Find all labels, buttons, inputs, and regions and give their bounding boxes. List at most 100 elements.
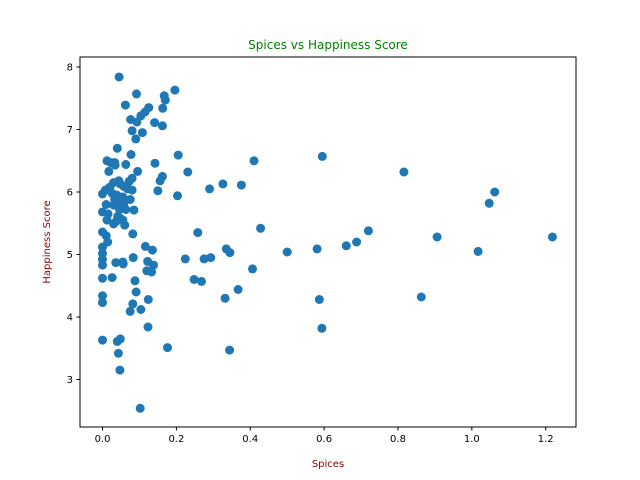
y-axis-label: Happiness Score [42, 200, 53, 283]
x-tick-label: 0.8 [390, 434, 406, 445]
data-point [153, 186, 163, 196]
data-point [135, 403, 145, 413]
x-axis-label: Spices [312, 459, 344, 470]
data-point [155, 176, 165, 186]
data-point [98, 335, 107, 345]
data-point [416, 292, 426, 302]
data-point [399, 167, 409, 177]
data-point [132, 89, 141, 99]
data-point [236, 180, 246, 190]
data-point [282, 247, 292, 257]
data-point [163, 343, 172, 353]
data-point [150, 118, 160, 128]
data-point [101, 200, 111, 209]
data-point [149, 260, 158, 270]
y-tick-label: 5 [67, 250, 73, 261]
data-point [249, 156, 259, 166]
y-axis-ticks: 3 4 5 6 7 8 [67, 63, 80, 386]
data-point [98, 248, 107, 258]
data-points [98, 72, 557, 413]
data-point [128, 229, 138, 239]
x-tick-label: 1.0 [464, 434, 480, 445]
data-point [160, 95, 170, 105]
data-point [317, 151, 327, 161]
data-point [143, 295, 153, 304]
data-point [98, 189, 107, 199]
chart-title: Spices vs Happiness Score [248, 38, 408, 52]
data-point [225, 248, 235, 258]
data-point [341, 241, 351, 251]
data-point [173, 150, 183, 160]
data-point [150, 158, 160, 168]
data-point [193, 228, 203, 238]
data-point [256, 223, 266, 233]
data-point [109, 219, 119, 229]
data-point [115, 365, 125, 375]
data-point [147, 245, 157, 255]
data-point [432, 232, 442, 242]
data-point [484, 198, 494, 208]
data-point [114, 72, 124, 82]
data-point [112, 143, 122, 153]
y-tick-label: 8 [67, 63, 73, 74]
data-point [158, 103, 168, 113]
data-point [132, 117, 142, 127]
data-point [98, 260, 107, 270]
data-point [128, 253, 138, 263]
data-point [143, 322, 153, 332]
data-point [199, 254, 209, 264]
y-tick-label: 6 [67, 188, 73, 199]
data-point [104, 166, 114, 176]
data-point [120, 220, 130, 230]
data-point [137, 128, 147, 138]
data-point [317, 323, 327, 333]
data-point [130, 276, 140, 286]
data-point [98, 242, 107, 252]
data-point [490, 187, 500, 197]
data-point [117, 200, 127, 209]
data-point [120, 100, 130, 110]
data-point [170, 85, 180, 95]
data-point [131, 287, 141, 297]
data-point [107, 273, 117, 283]
data-point [233, 285, 243, 294]
data-point [131, 134, 141, 144]
data-point [248, 264, 257, 274]
data-point [312, 244, 322, 254]
data-point [133, 166, 143, 176]
x-axis-ticks: 0.0 0.2 0.4 0.6 0.8 1.0 1.2 [95, 427, 554, 445]
data-point [118, 259, 128, 269]
data-point [205, 184, 215, 194]
data-point [98, 273, 107, 283]
data-point [473, 246, 483, 256]
data-point [102, 215, 112, 225]
plot-area-frame [79, 56, 577, 428]
data-point [121, 160, 131, 169]
data-point [220, 293, 230, 303]
data-point [136, 305, 146, 314]
data-point [126, 150, 136, 159]
y-tick-label: 7 [67, 125, 73, 136]
data-point [112, 336, 122, 346]
x-tick-label: 1.2 [538, 434, 554, 445]
x-tick-label: 0.6 [316, 434, 332, 445]
y-tick-label: 3 [67, 375, 73, 386]
data-point [111, 258, 121, 268]
data-point [127, 126, 137, 136]
x-tick-label: 0.0 [95, 434, 111, 445]
data-point [113, 348, 123, 358]
x-tick-label: 0.2 [168, 434, 184, 445]
data-point [127, 185, 137, 195]
data-point [314, 295, 324, 304]
data-point [125, 306, 135, 316]
data-point [98, 291, 107, 301]
data-point [189, 275, 199, 284]
data-point [157, 121, 167, 131]
data-point [352, 237, 362, 247]
data-point [140, 241, 150, 251]
data-point [183, 167, 193, 177]
data-point [110, 158, 120, 168]
data-point [98, 298, 107, 308]
